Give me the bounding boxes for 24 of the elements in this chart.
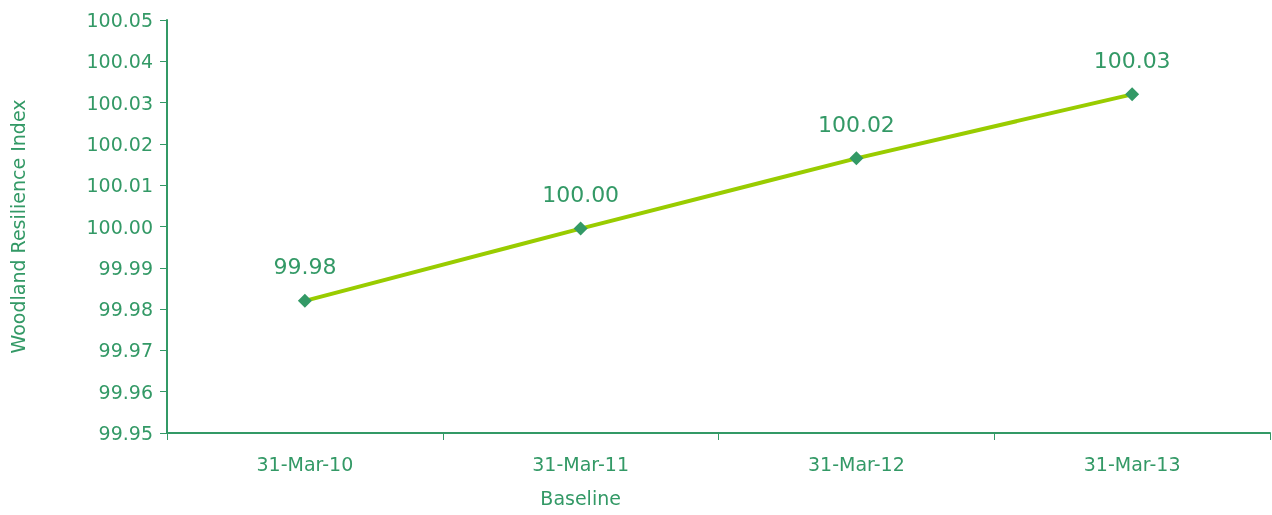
y-tick-label: 99.99 (98, 256, 153, 279)
data-label: 100.00 (542, 182, 620, 208)
y-tick-label: 100.04 (86, 50, 153, 73)
point (573, 221, 588, 236)
y-tick-label: 100.03 (86, 91, 153, 114)
y-tick-label: 99.96 (98, 380, 153, 403)
x-tick-label: 31-Mar-13 (1083, 453, 1181, 475)
y-tick-label: 100.02 (86, 132, 153, 155)
point (849, 151, 864, 166)
x-tick-label: 31-Mar-11 Baseline (532, 453, 629, 509)
y-tick-label: 99.97 (98, 339, 153, 362)
data-label: 100.02 (817, 111, 895, 137)
y-tick-label: 99.98 (98, 298, 153, 321)
point (297, 293, 312, 308)
y-tick-label: 100.00 (86, 215, 153, 238)
x-tick-label: 31-Mar-10 (256, 453, 354, 475)
y-tick-label: 99.95 (98, 422, 153, 444)
point (1125, 87, 1140, 102)
x-tick-label: 31-Mar-12 (808, 453, 905, 475)
data-label: 99.98 (273, 254, 337, 280)
data-label: 100.03 (1093, 47, 1171, 73)
y-axis-title: Woodland Resilience Index (6, 99, 29, 354)
y-tick-label: 100.05 (86, 9, 153, 31)
y-tick-label: 100.01 (86, 174, 153, 197)
